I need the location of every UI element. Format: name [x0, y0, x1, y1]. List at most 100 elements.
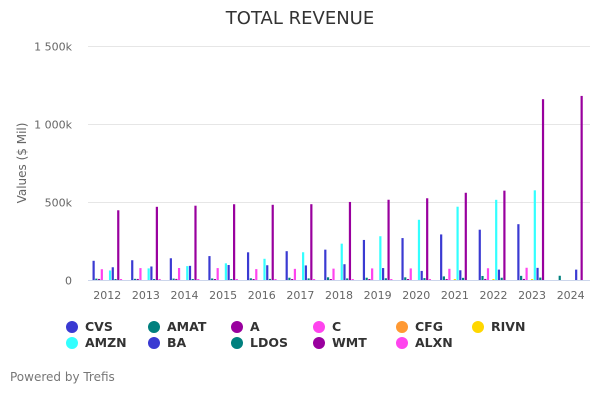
bar-c-2021[interactable] — [448, 268, 451, 280]
bar-ldos-2021[interactable] — [461, 277, 465, 280]
legend-item-amat[interactable]: AMAT — [148, 319, 206, 334]
legend-item-amzn[interactable]: AMZN — [66, 335, 127, 350]
bar-wmt-2013[interactable] — [155, 206, 158, 280]
bar-ba-2017[interactable] — [304, 265, 307, 280]
bar-ldos-2012[interactable] — [114, 279, 117, 280]
bar-cvs-2013[interactable] — [131, 260, 134, 280]
bar-amat-2015[interactable] — [211, 278, 214, 280]
bar-ldos-2014[interactable] — [191, 279, 194, 280]
bar-c-2015[interactable] — [216, 268, 219, 280]
bar-ldos-2018[interactable] — [346, 278, 349, 280]
bar-wmt-2017[interactable] — [310, 204, 313, 280]
bar-ba-2015[interactable] — [227, 265, 230, 280]
bar-ba-2013[interactable] — [150, 266, 153, 280]
bar-ba-2016[interactable] — [266, 265, 269, 280]
bar-a-2021[interactable] — [445, 279, 448, 280]
bar-amat-2017[interactable] — [288, 277, 291, 280]
bar-cvs-2015[interactable] — [208, 256, 211, 280]
bar-wmt-2016[interactable] — [271, 204, 274, 280]
bar-amzn-2023[interactable] — [533, 190, 536, 280]
legend-item-alxn[interactable]: ALXN — [396, 335, 453, 350]
bar-ldos-2022[interactable] — [500, 277, 503, 280]
bar-amat-2014[interactable] — [172, 278, 175, 280]
bar-c-2012[interactable] — [100, 269, 103, 280]
bar-wmt-2021[interactable] — [464, 192, 467, 280]
bar-amat-2024[interactable] — [558, 275, 561, 280]
bar-ldos-2015[interactable] — [230, 279, 233, 280]
bar-amzn-2017[interactable] — [302, 252, 305, 280]
bar-cvs-2014[interactable] — [169, 258, 172, 280]
bar-c-2019[interactable] — [371, 268, 374, 280]
bar-c-2013[interactable] — [139, 268, 142, 280]
bar-a-2023[interactable] — [522, 278, 525, 280]
bar-ba-2014[interactable] — [188, 265, 192, 280]
bar-a-2013[interactable] — [136, 278, 139, 280]
bar-amat-2021[interactable] — [442, 276, 445, 280]
legend-item-cfg[interactable]: CFG — [396, 319, 443, 334]
bar-wmt-2024[interactable] — [580, 95, 583, 280]
bar-wmt-2014[interactable] — [194, 205, 197, 280]
bar-cvs-2023[interactable] — [517, 224, 520, 280]
bar-amat-2016[interactable] — [249, 278, 252, 280]
bar-ba-2020[interactable] — [420, 270, 423, 280]
bar-c-2018[interactable] — [332, 268, 335, 280]
bar-ldos-2013[interactable] — [153, 279, 156, 280]
bar-amat-2022[interactable] — [481, 275, 484, 280]
bar-wmt-2019[interactable] — [387, 199, 390, 280]
bar-ba-2023[interactable] — [536, 267, 539, 280]
bar-cvs-2019[interactable] — [362, 239, 366, 280]
bar-c-2023[interactable] — [525, 267, 528, 280]
bar-amzn-2016[interactable] — [263, 258, 266, 280]
bar-cvs-2012[interactable] — [92, 260, 95, 280]
bar-amzn-2020[interactable] — [417, 219, 421, 280]
bar-wmt-2015[interactable] — [233, 204, 236, 280]
legend-item-wmt[interactable]: WMT — [313, 335, 367, 350]
bar-amat-2019[interactable] — [365, 277, 368, 280]
bar-wmt-2023[interactable] — [541, 99, 545, 280]
credits-link[interactable]: Powered by Trefis — [10, 370, 115, 384]
bar-wmt-2020[interactable] — [426, 198, 429, 280]
bar-a-2018[interactable] — [329, 279, 332, 280]
bar-cvs-2020[interactable] — [401, 238, 404, 280]
bar-a-2022[interactable] — [484, 278, 487, 280]
bar-cvs-2022[interactable] — [478, 229, 481, 280]
bar-cvs-2018[interactable] — [324, 249, 327, 280]
bar-ba-2024[interactable] — [575, 269, 578, 280]
bar-amzn-2021[interactable] — [456, 206, 459, 280]
bar-amat-2013[interactable] — [133, 278, 137, 280]
bar-ldos-2017[interactable] — [307, 278, 310, 280]
bar-alxn-2015[interactable] — [235, 279, 238, 280]
bar-ba-2018[interactable] — [343, 264, 346, 280]
bar-amzn-2012[interactable] — [108, 270, 112, 280]
bar-amzn-2022[interactable] — [495, 199, 498, 280]
bar-a-2016[interactable] — [252, 279, 255, 280]
bar-rivn-2022[interactable] — [492, 279, 495, 280]
bar-cvs-2016[interactable] — [246, 252, 250, 280]
bar-alxn-2017[interactable] — [312, 279, 316, 280]
bar-alxn-2019[interactable] — [390, 279, 393, 280]
bar-c-2017[interactable] — [293, 268, 297, 280]
legend-item-a[interactable]: A — [231, 319, 260, 334]
bar-a-2020[interactable] — [406, 279, 410, 280]
bar-amat-2012[interactable] — [95, 278, 98, 280]
bar-cvs-2021[interactable] — [440, 234, 443, 280]
bar-alxn-2018[interactable] — [351, 279, 354, 280]
bar-c-2014[interactable] — [177, 268, 181, 280]
bar-ldos-2016[interactable] — [268, 278, 272, 280]
bar-ldos-2023[interactable] — [539, 277, 542, 280]
bar-alxn-2014[interactable] — [197, 279, 200, 280]
bar-wmt-2022[interactable] — [503, 190, 506, 280]
bar-amat-2018[interactable] — [326, 277, 330, 280]
bar-ba-2021[interactable] — [459, 270, 462, 280]
bar-alxn-2020[interactable] — [428, 279, 432, 280]
legend-item-ldos[interactable]: LDOS — [231, 335, 288, 350]
bar-rivn-2023[interactable] — [530, 279, 534, 280]
bar-c-2020[interactable] — [409, 268, 412, 280]
bar-amzn-2013[interactable] — [147, 268, 150, 280]
bar-amzn-2015[interactable] — [224, 263, 227, 280]
bar-wmt-2012[interactable] — [117, 210, 120, 280]
bar-cvs-2017[interactable] — [285, 251, 288, 280]
bar-c-2016[interactable] — [255, 269, 258, 280]
bar-amat-2023[interactable] — [520, 275, 523, 280]
bar-alxn-2016[interactable] — [274, 279, 277, 280]
